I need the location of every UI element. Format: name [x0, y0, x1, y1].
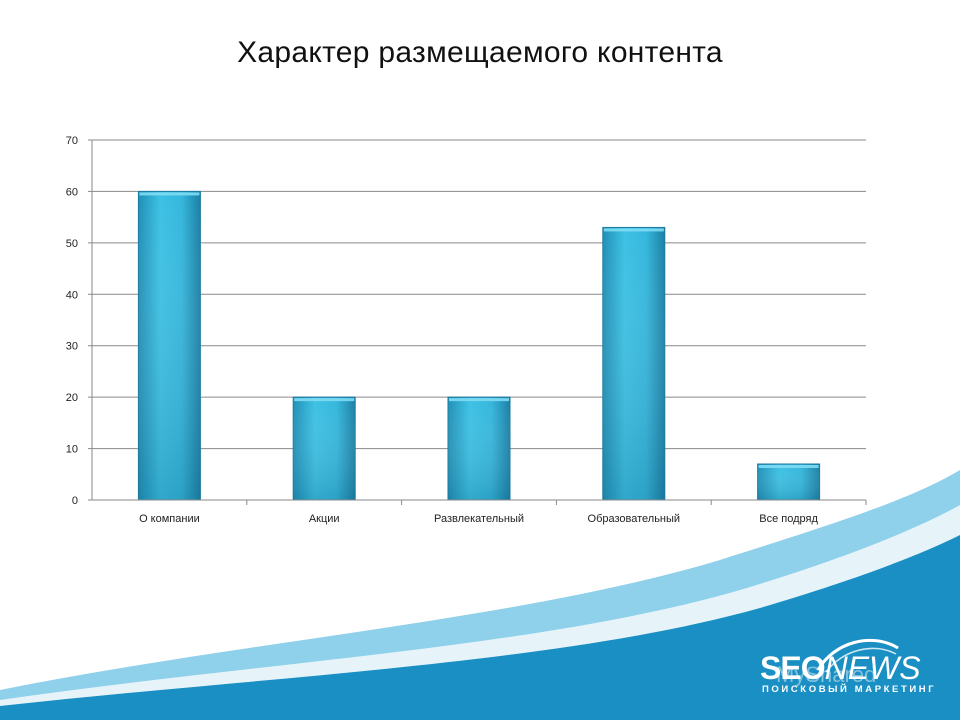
bar: [292, 396, 356, 501]
bar-shade: [602, 227, 665, 500]
bar-shade: [448, 397, 510, 500]
bar-highlight: [449, 398, 509, 402]
x-tick-label: Акции: [309, 513, 340, 525]
y-tick-label: 70: [66, 135, 78, 147]
axis-layer: 0 10 20 30 40 50 60 70 О компании Акции Развлекате…: [66, 135, 867, 525]
bar: [137, 190, 201, 501]
y-tick-label: 20: [66, 392, 78, 404]
bar-highlight: [603, 228, 664, 232]
watermark-text: MyShared: [776, 662, 877, 687]
wave-dark-band: [0, 535, 960, 720]
y-tick-label: 0: [72, 495, 78, 507]
logo-seo-text: SEO: [760, 650, 826, 686]
page-title: Характер размещаемого контента: [237, 36, 723, 69]
y-tick-label: 30: [66, 341, 78, 353]
bar-highlight: [294, 398, 355, 402]
seo-news-logo: SEONEWS ПОИСКОВЫЙ МАРКЕТИНГ: [760, 638, 950, 700]
grid-layer: [92, 139, 866, 450]
bar: [757, 463, 821, 501]
bar: [447, 396, 511, 501]
y-tick-label: 60: [66, 186, 78, 198]
logo-swoosh-icon: [816, 638, 899, 673]
bar-shade: [293, 397, 356, 500]
x-tick-label: Все подряд: [759, 513, 818, 525]
x-tick-label: Образовательный: [588, 513, 681, 525]
logo-wordmark: SEONEWS: [760, 650, 921, 687]
x-tick-label: Развлекательный: [434, 513, 524, 525]
bar: [602, 226, 666, 501]
x-tick-label: О компании: [139, 513, 200, 525]
bar-highlight: [139, 192, 200, 196]
bar-shade: [138, 191, 201, 500]
y-tick-label: 50: [66, 238, 78, 250]
bars-layer: [137, 190, 821, 501]
y-tick-label: 10: [66, 444, 78, 456]
logo-news-text: NEWS: [824, 650, 921, 686]
y-tick-label: 40: [66, 289, 78, 301]
bar-shade: [757, 464, 820, 500]
bar-highlight: [758, 465, 819, 468]
logo-tagline: ПОИСКОВЫЙ МАРКЕТИНГ: [762, 684, 937, 695]
